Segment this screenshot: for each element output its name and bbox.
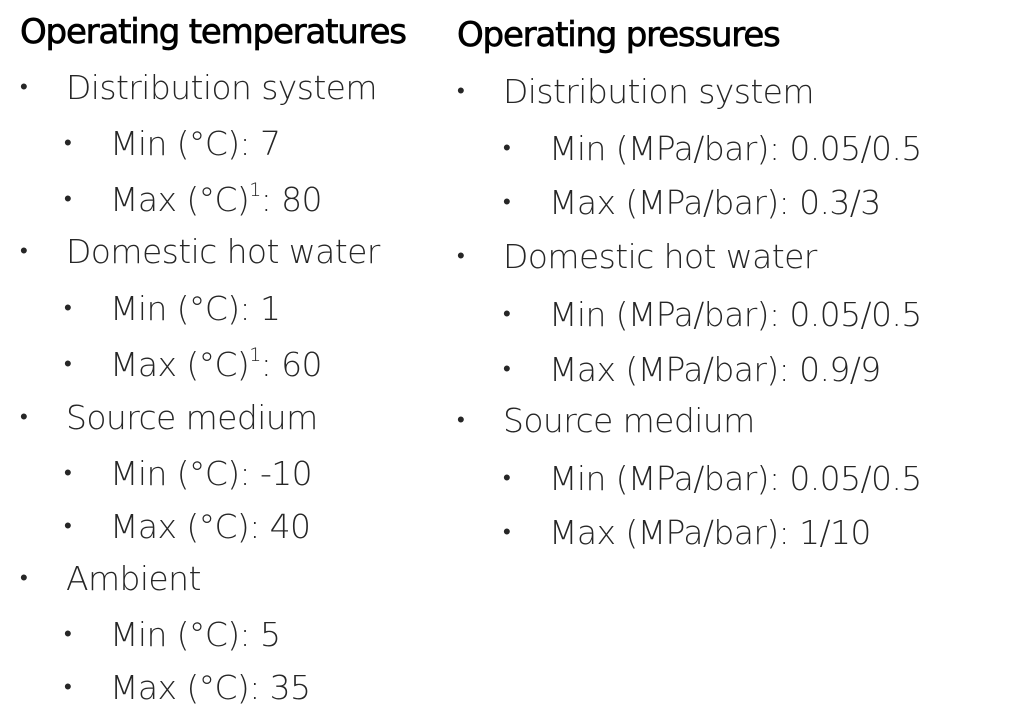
operating-pressures-heading: Operating pressures	[457, 15, 781, 56]
bullet-icon: •	[64, 514, 72, 539]
bullet-icon: •	[503, 357, 511, 382]
spec-text: Min (MPa/bar): 0.05/0.5	[549, 459, 922, 498]
group-name: Ambient	[66, 559, 201, 598]
spec-value: 0.05/0.5	[789, 129, 922, 168]
bullet-icon: •	[64, 296, 72, 321]
spec-text: Max (MPa/bar): 1/10	[549, 513, 871, 552]
spec-text: Max (MPa/bar): 0.9/9	[549, 350, 881, 389]
spec-value: 7	[259, 124, 281, 163]
group-name: Domestic hot water	[503, 237, 817, 276]
spec-label: Min (°C)	[110, 289, 240, 328]
spec-label: Min (°C)	[110, 615, 240, 654]
spec-text: Max (MPa/bar): 0.3/3	[549, 183, 881, 222]
bullet-icon: •	[64, 461, 72, 486]
bullet-icon: •	[64, 187, 72, 212]
bullet-icon: •	[503, 190, 511, 215]
spec-value: 1/10	[799, 513, 871, 552]
spec-label: Min (MPa/bar)	[549, 129, 770, 168]
spec-label: Min (MPa/bar)	[549, 459, 770, 498]
spec-text: Min (°C): 7	[110, 124, 281, 163]
spec-text: Min (MPa/bar): 0.05/0.5	[549, 129, 922, 168]
group-name: Source medium	[66, 398, 318, 437]
spec-label: Max (°C)	[110, 345, 250, 384]
spec-label: Max (°C)	[110, 180, 250, 219]
spec-value: 35	[269, 668, 311, 707]
spec-label: Min (°C)	[110, 124, 240, 163]
spec-text: Max (°C)1: 80	[110, 179, 323, 219]
spec-text: Max (°C)1: 60	[110, 344, 323, 384]
spec-text: Min (°C): 5	[110, 615, 281, 654]
bullet-icon: •	[20, 566, 28, 591]
bullet-icon: •	[64, 131, 72, 156]
spec-label: Max (°C)	[110, 507, 250, 546]
footnote-marker: 1	[249, 179, 261, 201]
bullet-icon: •	[457, 79, 465, 104]
spec-value: 5	[259, 615, 281, 654]
spec-text: Min (°C): 1	[110, 289, 281, 328]
spec-label: Max (MPa/bar)	[549, 350, 779, 389]
spec-value: 1	[259, 289, 281, 328]
spec-label: Min (°C)	[110, 454, 240, 493]
spec-label: Max (MPa/bar)	[549, 183, 779, 222]
spec-label: Min (MPa/bar)	[549, 295, 770, 334]
group-name: Distribution system	[66, 68, 378, 107]
spec-value: 40	[269, 507, 311, 546]
footnote-marker: 1	[249, 344, 261, 366]
bullet-icon: •	[64, 352, 72, 377]
bullet-icon: •	[20, 405, 28, 430]
spec-value: -10	[259, 454, 313, 493]
bullet-icon: •	[457, 244, 465, 269]
spec-value: 0.05/0.5	[789, 295, 922, 334]
spec-value: 0.3/3	[799, 183, 881, 222]
bullet-icon: •	[503, 136, 511, 161]
spec-text: Min (°C): -10	[110, 454, 313, 493]
spec-text: Max (°C): 35	[110, 668, 311, 707]
spec-value: 60	[281, 345, 322, 384]
group-name: Domestic hot water	[66, 232, 380, 271]
bullet-icon: •	[503, 466, 511, 491]
bullet-icon: •	[20, 75, 28, 100]
bullet-icon: •	[64, 622, 72, 647]
bullet-icon: •	[64, 675, 72, 700]
bullet-icon: •	[503, 302, 511, 327]
spec-value: 80	[281, 180, 322, 219]
bullet-icon: •	[503, 520, 511, 545]
bullet-icon: •	[20, 239, 28, 264]
spec-value: 0.9/9	[799, 350, 881, 389]
group-name: Distribution system	[503, 72, 815, 111]
bullet-icon: •	[457, 408, 465, 433]
spec-label: Max (MPa/bar)	[549, 513, 779, 552]
spec-label: Max (°C)	[110, 668, 250, 707]
group-name: Source medium	[503, 401, 755, 440]
spec-value: 0.05/0.5	[789, 459, 922, 498]
spec-text: Max (°C): 40	[110, 507, 311, 546]
operating-temperatures-heading: Operating temperatures	[20, 12, 408, 53]
spec-text: Min (MPa/bar): 0.05/0.5	[549, 295, 922, 334]
